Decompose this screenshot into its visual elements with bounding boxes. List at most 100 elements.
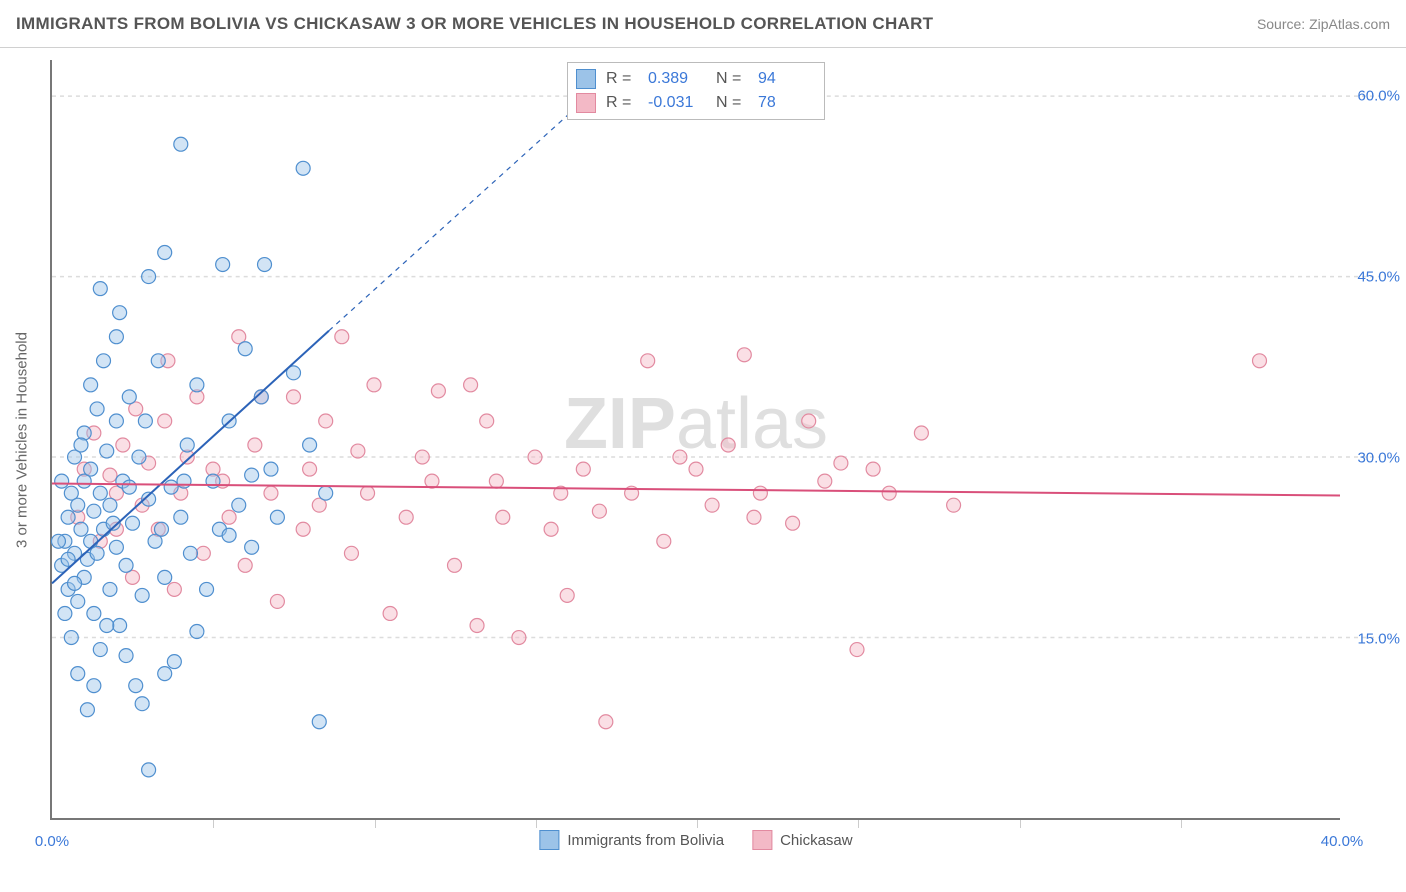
data-point — [361, 486, 375, 500]
data-point — [158, 414, 172, 428]
data-point — [673, 450, 687, 464]
legend-item-2: Chickasaw — [752, 830, 853, 850]
data-point — [882, 486, 896, 500]
data-point — [109, 330, 123, 344]
data-point — [135, 588, 149, 602]
stat-r-value-1: 0.389 — [648, 70, 706, 88]
data-point — [116, 438, 130, 452]
data-point — [431, 384, 445, 398]
x-tick-label: 40.0% — [1321, 833, 1364, 850]
data-point — [154, 522, 168, 536]
data-point — [129, 679, 143, 693]
data-point — [87, 504, 101, 518]
data-point — [383, 606, 397, 620]
y-tick-label: 30.0% — [1345, 450, 1400, 467]
legend-item-1: Immigrants from Bolivia — [539, 830, 724, 850]
swatch-blue-icon — [576, 69, 596, 89]
data-point — [74, 522, 88, 536]
data-point — [464, 378, 478, 392]
y-tick-label: 45.0% — [1345, 269, 1400, 286]
data-point — [245, 468, 259, 482]
x-tick-label: 0.0% — [35, 833, 69, 850]
data-point — [167, 582, 181, 596]
data-point — [689, 462, 703, 476]
data-point — [496, 510, 510, 524]
data-point — [138, 414, 152, 428]
data-point — [737, 348, 751, 362]
legend: Immigrants from Bolivia Chickasaw — [539, 830, 852, 850]
data-point — [512, 631, 526, 645]
data-point — [87, 679, 101, 693]
data-point — [344, 546, 358, 560]
y-tick-label: 60.0% — [1345, 88, 1400, 105]
data-point — [303, 438, 317, 452]
data-point — [93, 643, 107, 657]
data-point — [753, 486, 767, 500]
x-minor-tick — [1020, 820, 1021, 828]
data-point — [93, 486, 107, 500]
data-point — [914, 426, 928, 440]
data-point — [270, 510, 284, 524]
data-point — [415, 450, 429, 464]
data-point — [109, 540, 123, 554]
data-point — [174, 510, 188, 524]
x-minor-tick — [858, 820, 859, 828]
data-point — [425, 474, 439, 488]
data-point — [705, 498, 719, 512]
data-point — [747, 510, 761, 524]
data-point — [448, 558, 462, 572]
data-point — [399, 510, 413, 524]
data-point — [158, 246, 172, 260]
data-point — [122, 390, 136, 404]
stat-n-label: N = — [716, 70, 748, 88]
data-point — [834, 456, 848, 470]
data-point — [122, 480, 136, 494]
chart-title: IMMIGRANTS FROM BOLIVIA VS CHICKASAW 3 O… — [16, 14, 933, 34]
swatch-pink-icon — [576, 93, 596, 113]
data-point — [721, 438, 735, 452]
correlation-stats-box: R = 0.389 N = 94 R = -0.031 N = 78 — [567, 62, 825, 120]
x-minor-tick — [536, 820, 537, 828]
data-point — [58, 606, 72, 620]
data-point — [470, 619, 484, 633]
data-point — [238, 558, 252, 572]
data-point — [97, 354, 111, 368]
data-point — [93, 282, 107, 296]
data-point — [248, 438, 262, 452]
x-minor-tick — [1181, 820, 1182, 828]
data-point — [135, 697, 149, 711]
data-point — [84, 378, 98, 392]
data-point — [264, 462, 278, 476]
data-point — [258, 258, 272, 272]
data-point — [80, 703, 94, 717]
data-point — [222, 510, 236, 524]
data-point — [264, 486, 278, 500]
data-point — [126, 516, 140, 530]
data-point — [190, 378, 204, 392]
data-point — [657, 534, 671, 548]
data-point — [51, 534, 65, 548]
stats-row-series2: R = -0.031 N = 78 — [576, 91, 816, 115]
stat-n-label: N = — [716, 94, 748, 112]
stat-r-label: R = — [606, 94, 638, 112]
data-point — [103, 468, 117, 482]
data-point — [74, 438, 88, 452]
data-point — [180, 438, 194, 452]
data-point — [158, 667, 172, 681]
data-point — [132, 450, 146, 464]
x-minor-tick — [375, 820, 376, 828]
data-point — [142, 763, 156, 777]
data-point — [90, 402, 104, 416]
y-tick-label: 15.0% — [1345, 631, 1400, 648]
data-point — [158, 570, 172, 584]
plot-area: ZIPatlas R = 0.389 N = 94 R = -0.031 N =… — [50, 60, 1340, 820]
source-label: Source: ZipAtlas.com — [1257, 16, 1390, 32]
x-minor-tick — [213, 820, 214, 828]
data-point — [174, 137, 188, 151]
data-point — [592, 504, 606, 518]
data-point — [71, 594, 85, 608]
data-point — [528, 450, 542, 464]
data-point — [576, 462, 590, 476]
data-point — [103, 582, 117, 596]
data-point — [142, 270, 156, 284]
